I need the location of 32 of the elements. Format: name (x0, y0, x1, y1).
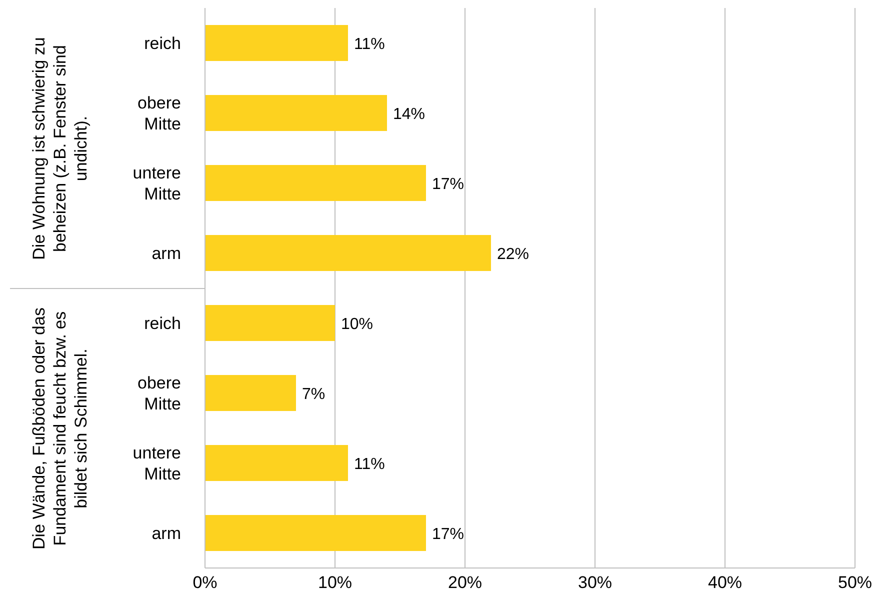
y-tick-label: obere Mitte (138, 374, 181, 414)
data-label: 17% (432, 176, 464, 193)
y-tick-label: untere Mitte (132, 444, 181, 484)
bar (205, 235, 491, 271)
x-tick-label: 40% (708, 573, 742, 592)
y-tick-label: arm (152, 524, 181, 543)
y-tick-label: arm (152, 244, 181, 263)
bar (205, 25, 348, 61)
y-tick-label: untere Mitte (132, 164, 181, 204)
x-tick-label: 20% (448, 573, 482, 592)
y-tick-label: obere Mitte (138, 94, 181, 134)
x-tick-label: 30% (578, 573, 612, 592)
bar (205, 95, 387, 131)
bar (205, 375, 296, 411)
y-tick-label: reich (144, 34, 181, 53)
data-label: 14% (393, 106, 426, 123)
data-label: 10% (341, 316, 374, 333)
text: Die Wände, Fußböden oder das Fundament sind feucht bzw. es bildet sich Schimmel. (28, 306, 92, 551)
bar (205, 305, 335, 341)
bar (205, 515, 426, 551)
bar (205, 165, 426, 201)
data-label: 11% (354, 456, 385, 473)
data-label: 11% (354, 36, 385, 53)
data-label: 7% (302, 386, 326, 403)
data-label: 22% (497, 246, 530, 263)
x-tick-label: 0% (192, 573, 218, 592)
data-label: 17% (432, 526, 464, 543)
bar (205, 445, 348, 481)
text: Die Wohnung ist schwierig zu beheizen (z.B. Fenster sind undicht). (28, 36, 92, 262)
y-tick-label: reich (144, 314, 181, 333)
x-tick-label: 50% (838, 573, 872, 592)
x-tick-label: 10% (318, 573, 352, 592)
